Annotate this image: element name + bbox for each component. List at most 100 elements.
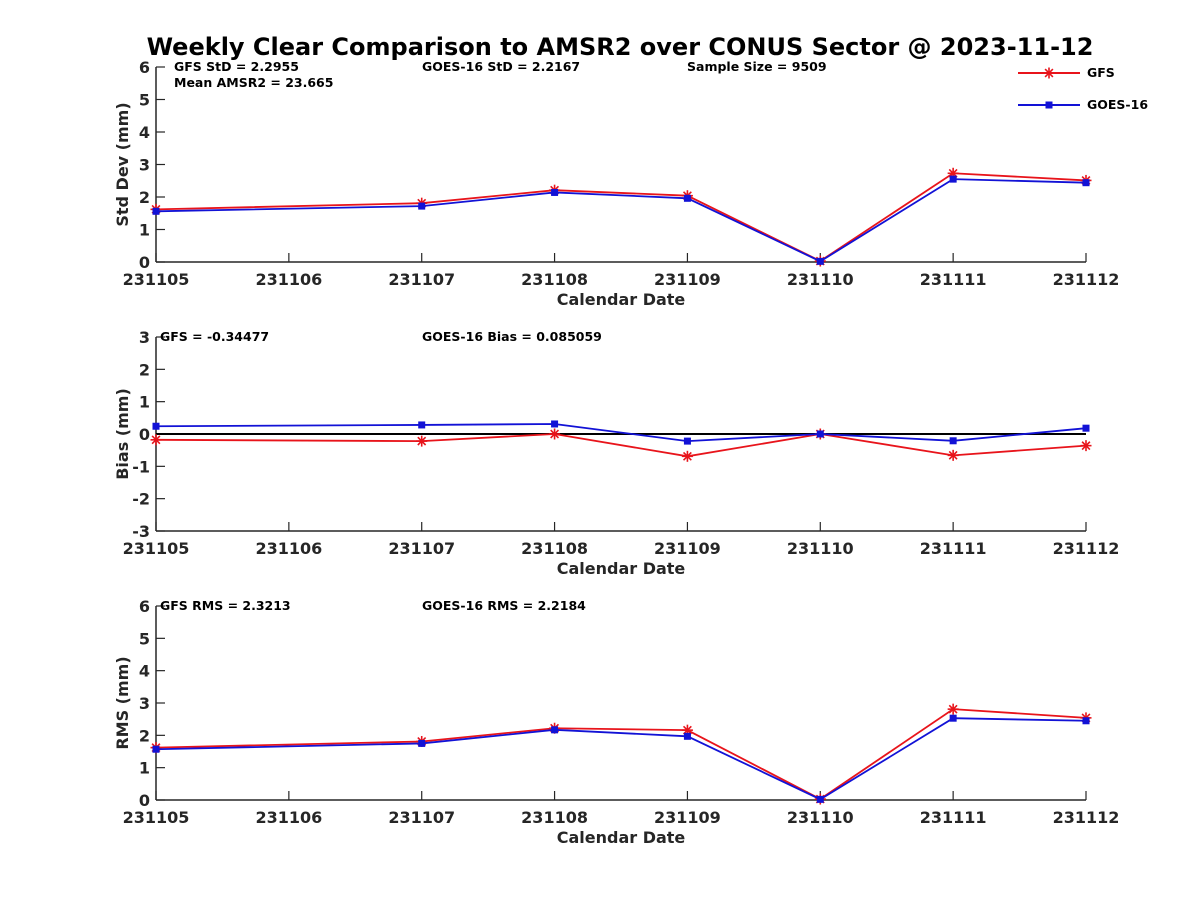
legend-goes16-marker (1045, 101, 1053, 109)
y-tick-label: 3 (139, 156, 150, 175)
series-line-goes16 (155, 717, 1087, 801)
x-tick-label: 231111 (920, 270, 987, 289)
data-point-goes16 (683, 194, 691, 202)
y-tick-label: 3 (139, 694, 150, 713)
data-point-goes16 (152, 207, 160, 215)
data-point-goes16 (949, 714, 957, 722)
legend-gfs-marker (1043, 67, 1055, 79)
data-point-gfs (549, 428, 561, 440)
y-tick-label: 1 (139, 759, 150, 778)
x-axis-label: Calendar Date (557, 559, 686, 578)
series-line-gfs (155, 433, 1087, 458)
legend-entry-goes16: GOES-16 (1018, 97, 1148, 112)
stat-annotation: GFS RMS = 2.3213 (160, 598, 291, 613)
y-tick-label: -3 (132, 522, 150, 541)
data-point-goes16 (418, 421, 426, 429)
data-point-goes16 (152, 422, 160, 430)
legend-gfs-label: GFS (1087, 65, 1115, 80)
x-tick-label: 231112 (1053, 539, 1120, 558)
y-tick-label: 1 (139, 221, 150, 240)
data-point-goes16 (1082, 717, 1090, 725)
x-axis-label: Calendar Date (557, 290, 686, 309)
stat-annotation: Mean AMSR2 = 23.665 (174, 75, 333, 90)
legend-entry-gfs: GFS (1018, 65, 1115, 80)
x-tick-label: 231111 (920, 539, 987, 558)
y-tick-label: -2 (132, 490, 150, 509)
stat-annotation: GOES-16 StD = 2.2167 (422, 59, 580, 74)
data-point-goes16 (816, 795, 824, 803)
x-tick-label: 231112 (1053, 270, 1120, 289)
y-tick-label: 6 (139, 597, 150, 616)
y-tick-label: 4 (139, 662, 150, 681)
data-point-goes16 (683, 437, 691, 445)
x-tick-label: 231105 (123, 270, 190, 289)
x-axis-label: Calendar Date (557, 828, 686, 847)
y-tick-label: 5 (139, 629, 150, 648)
data-point-gfs (947, 449, 959, 461)
y-tick-label: -1 (132, 457, 150, 476)
data-point-goes16 (1082, 424, 1090, 432)
y-tick-label: 0 (139, 425, 150, 444)
series-line-gfs (155, 172, 1087, 263)
data-point-goes16 (551, 726, 559, 734)
panel-1: 0 1 2 3 4 5 6 231105 231106 231107 231108 231109 231… (113, 58, 1119, 309)
stat-annotation: Sample Size = 9509 (687, 59, 827, 74)
x-tick-label: 231109 (654, 808, 721, 827)
legend-gfs-marker-shape (1043, 67, 1055, 79)
y-tick-label: 0 (139, 253, 150, 272)
data-point-goes16 (816, 430, 824, 438)
legend-goes16-marker-shape (1045, 101, 1053, 109)
stat-annotation: GFS = -0.34477 (160, 329, 269, 344)
x-tick-label: 231106 (255, 808, 322, 827)
stat-annotation: GOES-16 Bias = 0.085059 (422, 329, 602, 344)
data-point-gfs (150, 434, 162, 446)
x-tick-label: 231110 (787, 270, 854, 289)
x-tick-label: 231108 (521, 270, 588, 289)
y-tick-label: 2 (139, 360, 150, 379)
y-tick-label: 4 (139, 123, 150, 142)
y-tick-label: 3 (139, 328, 150, 347)
figure-title: Weekly Clear Comparison to AMSR2 over CO… (147, 33, 1094, 61)
data-point-goes16 (816, 257, 824, 265)
x-tick-label: 231111 (920, 808, 987, 827)
data-point-goes16 (1082, 179, 1090, 187)
data-point-goes16 (152, 745, 160, 753)
x-tick-label: 231108 (521, 808, 588, 827)
series-goes16 (152, 714, 1090, 803)
x-tick-label: 231108 (521, 539, 588, 558)
data-point-goes16 (551, 188, 559, 196)
data-point-goes16 (418, 202, 426, 210)
y-axis-label: RMS (mm) (113, 656, 132, 749)
data-point-gfs (1080, 440, 1092, 452)
x-tick-label: 231110 (787, 808, 854, 827)
x-tick-label: 231107 (388, 808, 455, 827)
y-axis-label: Bias (mm) (113, 388, 132, 480)
series-goes16 (152, 420, 1090, 445)
stat-annotation: GFS StD = 2.2955 (174, 59, 299, 74)
x-tick-label: 231112 (1053, 808, 1120, 827)
series-goes16 (152, 175, 1090, 265)
data-point-gfs (947, 703, 959, 715)
y-tick-label: 5 (139, 91, 150, 110)
x-tick-label: 231106 (255, 270, 322, 289)
data-point-goes16 (551, 420, 559, 428)
legend-goes16-label: GOES-16 (1087, 97, 1148, 112)
series-line-goes16 (155, 423, 1087, 443)
x-tick-label: 231107 (388, 539, 455, 558)
data-point-gfs (416, 435, 428, 447)
stat-annotation: GOES-16 RMS = 2.2184 (422, 598, 586, 613)
data-point-goes16 (949, 437, 957, 445)
x-tick-label: 231107 (388, 270, 455, 289)
x-tick-label: 231109 (654, 270, 721, 289)
x-tick-label: 231105 (123, 808, 190, 827)
y-tick-label: 1 (139, 393, 150, 412)
x-tick-label: 231106 (255, 539, 322, 558)
y-tick-label: 0 (139, 791, 150, 810)
panel-2: -3 -2 -1 0 1 2 3 231105 231106 231107 231108 231109… (113, 328, 1119, 578)
y-tick-label: 2 (139, 726, 150, 745)
series-gfs (150, 428, 1092, 462)
data-point-goes16 (683, 732, 691, 740)
data-point-goes16 (949, 175, 957, 183)
